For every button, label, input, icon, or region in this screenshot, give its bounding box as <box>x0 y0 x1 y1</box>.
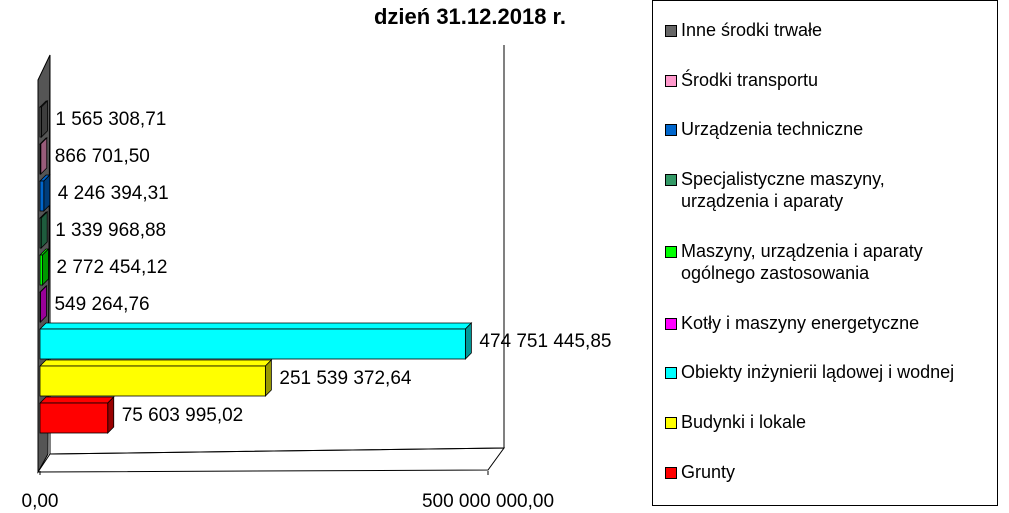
legend-swatch <box>665 174 677 187</box>
bar-shade <box>41 101 48 137</box>
bar-shade <box>43 175 50 211</box>
value-label: 4 246 394,31 <box>58 183 169 204</box>
legend-item: Budynki i lokale <box>665 411 989 433</box>
bar-top <box>39 359 273 367</box>
bar <box>39 143 42 175</box>
legend-swatch <box>665 124 677 137</box>
legend-label: Grunty <box>681 462 736 482</box>
value-label: 1 339 968,88 <box>55 220 166 241</box>
legend-item: Kotły i maszyny energetyczne <box>665 312 989 334</box>
value-label: 866 701,50 <box>55 146 150 167</box>
bar <box>39 291 41 323</box>
x-tick-label: 500 000 000,00 <box>422 491 554 512</box>
value-label: 75 603 995,02 <box>122 405 244 426</box>
bar <box>39 402 109 434</box>
legend-label: Obiekty inżynierii lądowej i wodnej <box>681 362 955 383</box>
legend-swatch <box>665 417 677 430</box>
value-label: 474 751 445,85 <box>479 331 611 352</box>
bar-shade <box>40 286 47 322</box>
value-label: 251 539 372,64 <box>279 368 412 389</box>
legend-swatch <box>665 367 677 380</box>
bar <box>39 254 43 286</box>
value-label: 549 264,76 <box>54 294 149 315</box>
legend-swatch <box>665 74 677 87</box>
bar <box>39 328 466 360</box>
legend-item: Inne środki trwałe <box>665 19 989 41</box>
value-label: 2 772 454,12 <box>56 257 167 278</box>
floor <box>37 447 505 473</box>
legend-item: Środki transportu <box>665 69 989 91</box>
legend-label: Specjalistyczne maszyny, urządzenia i ap… <box>681 169 885 212</box>
chart-title: dzień 31.12.2018 r. <box>374 4 566 29</box>
legend-label: Kotły i maszyny energetyczne <box>681 312 920 333</box>
legend-label: Urządzenia techniczne <box>681 119 864 140</box>
value-label: 1 565 308,71 <box>55 109 166 130</box>
x-tick-label: 0,00 <box>22 491 59 512</box>
legend-label: Środki transportu <box>681 69 819 90</box>
bar <box>39 180 45 212</box>
legend-item: Specjalistyczne maszyny, urządzenia i ap… <box>665 168 989 212</box>
legend-swatch <box>665 467 677 479</box>
bar-shade <box>40 138 47 174</box>
bar <box>39 365 266 397</box>
legend-item: Grunty <box>665 461 989 483</box>
bar-top <box>39 322 473 330</box>
legend-swatch <box>665 24 677 37</box>
legend-label: Inne środki trwałe <box>681 19 823 40</box>
bar-shade <box>107 397 114 433</box>
legend-swatch <box>665 245 677 258</box>
legend-item: Maszyny, urządzenia i aparaty ogólnego z… <box>665 240 989 284</box>
legend-item: Obiekty inżynierii lądowej i wodnej <box>665 361 989 383</box>
bar-shade <box>42 249 49 285</box>
legend-item: Urządzenia techniczne <box>665 118 989 140</box>
bar <box>39 217 42 249</box>
bar-top <box>39 396 115 404</box>
bar <box>39 106 42 138</box>
bar-shade <box>465 323 472 359</box>
bar-shade <box>265 360 272 396</box>
legend-swatch <box>665 317 677 330</box>
legend: Inne środki trwałe Środki transportu Urząd… <box>652 0 998 506</box>
legend-label: Maszyny, urządzenia i aparaty ogólnego z… <box>681 240 923 283</box>
legend-label: Budynki i lokale <box>681 412 807 433</box>
bar-shade <box>41 212 48 248</box>
